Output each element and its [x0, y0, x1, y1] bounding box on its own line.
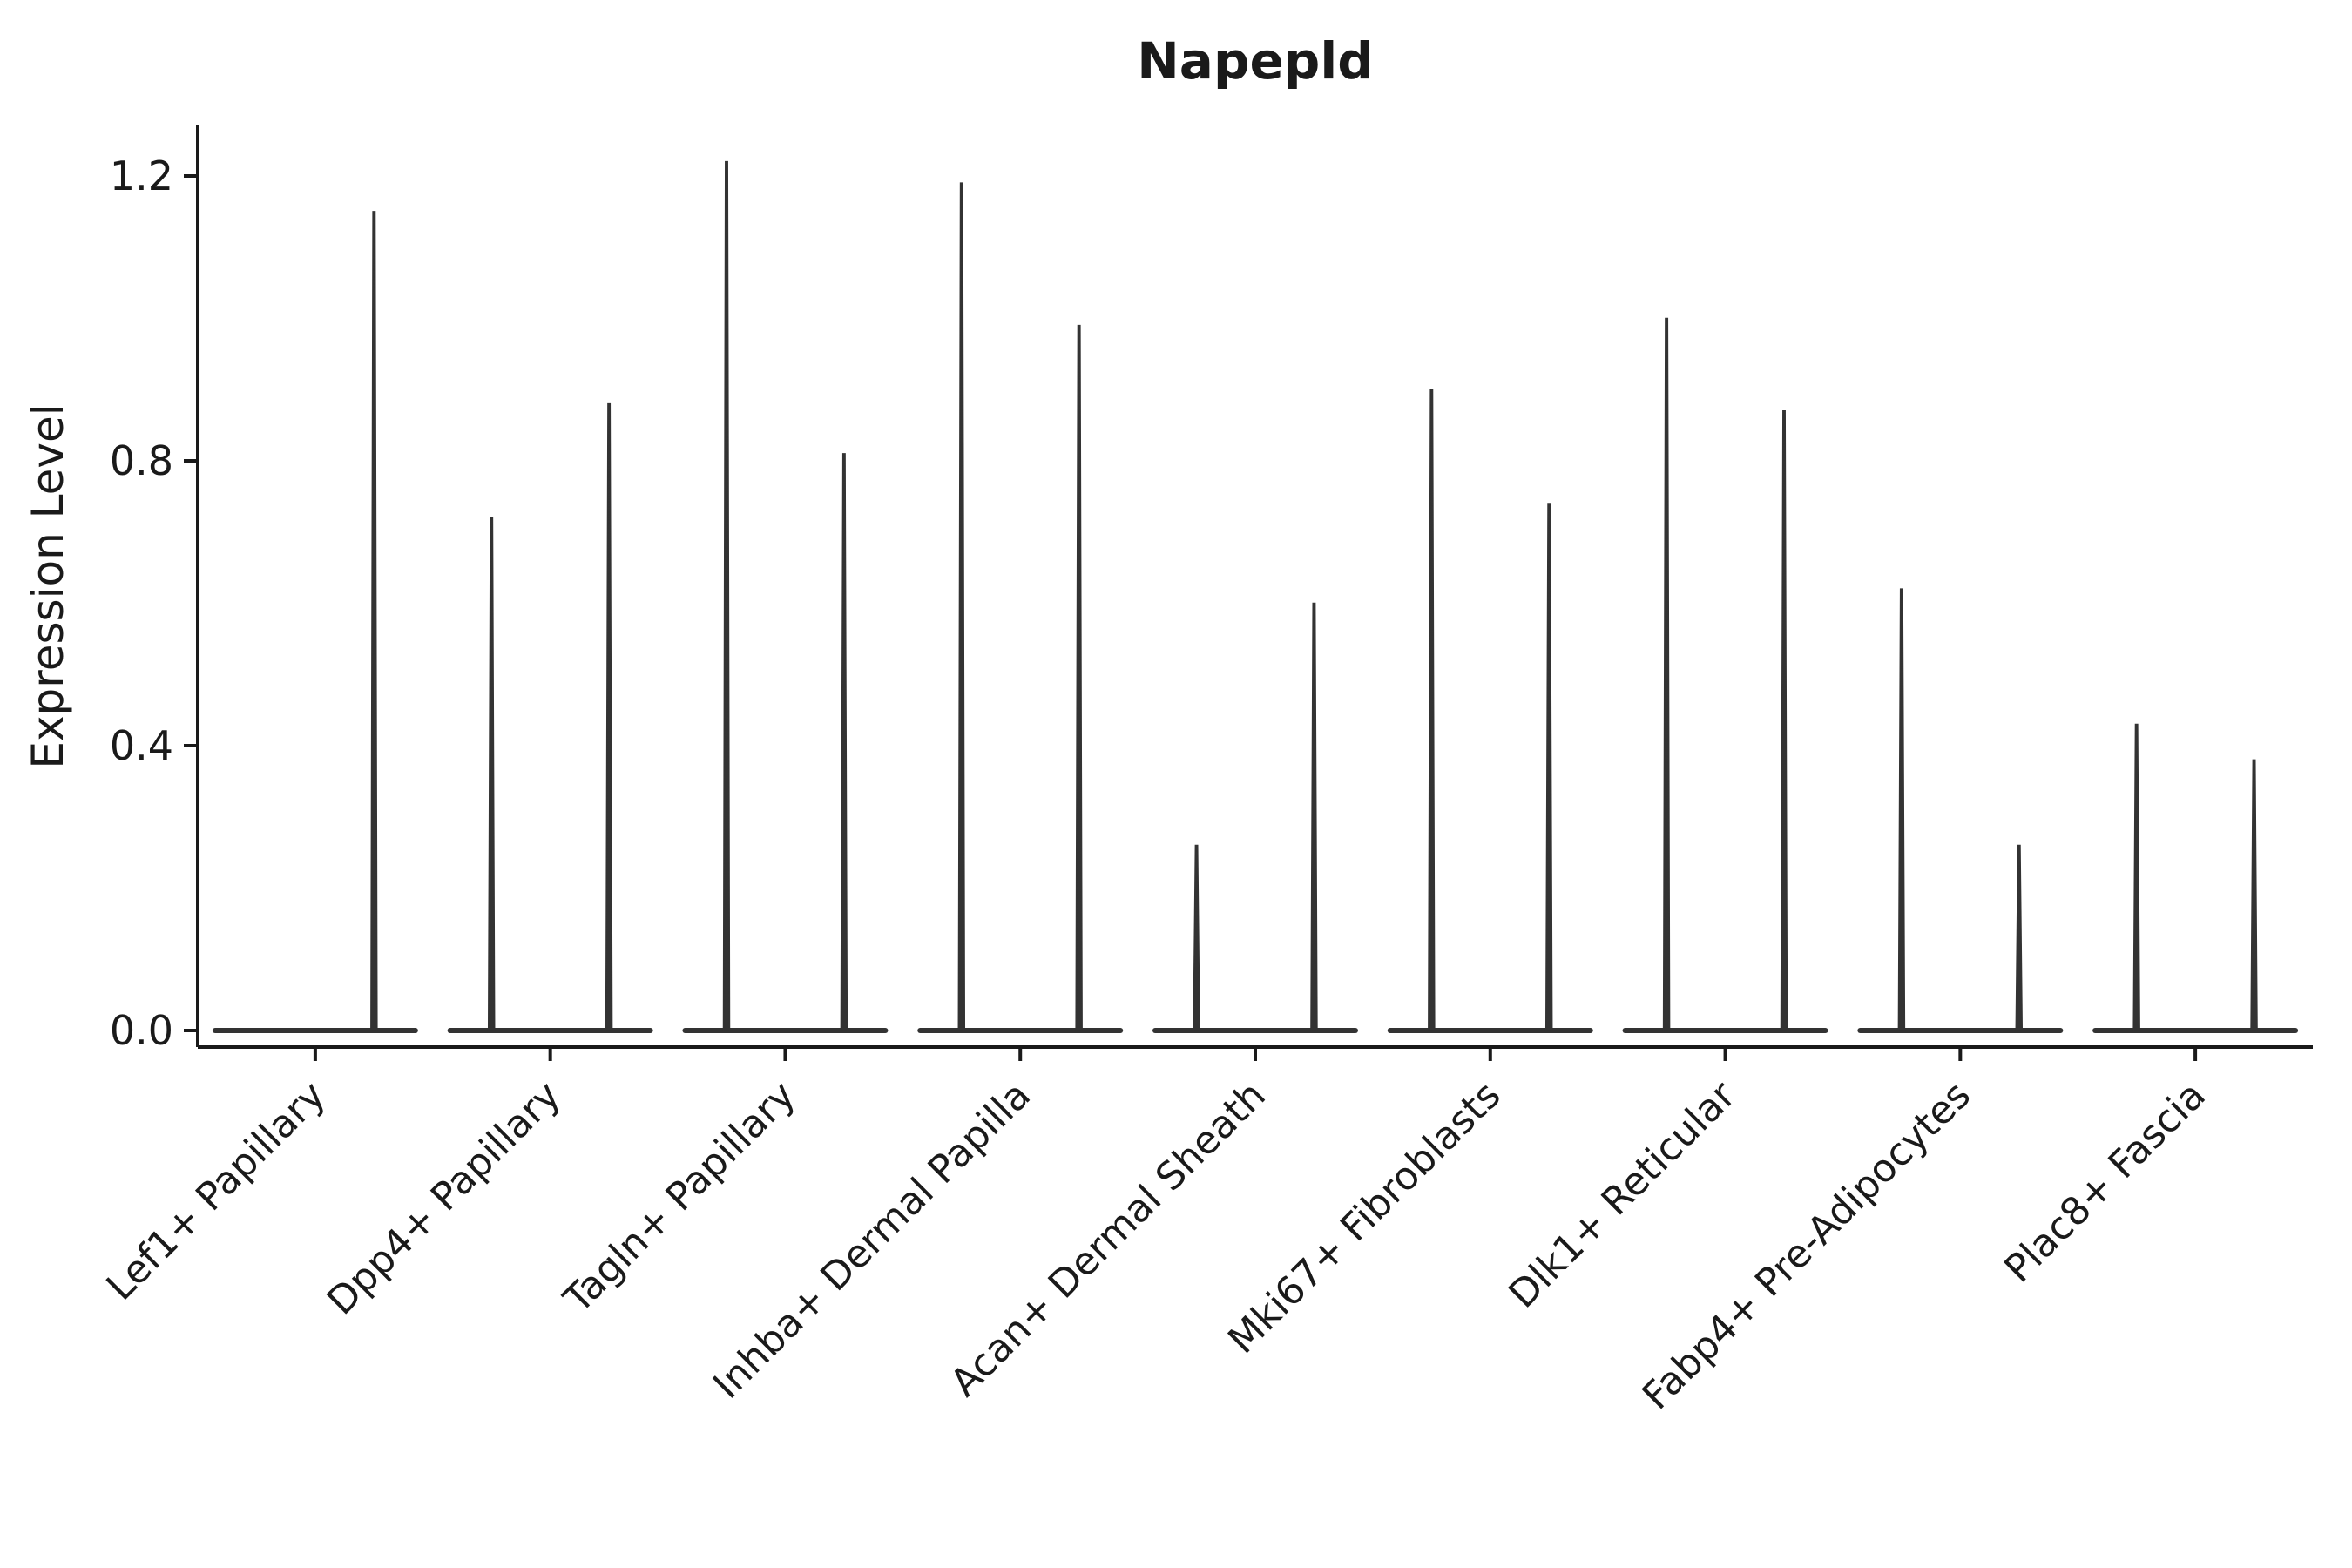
violin-spike: [1310, 602, 1318, 1031]
violin-spike: [2132, 723, 2140, 1031]
y-axis-label: Expression Level: [23, 403, 73, 768]
violin-spike: [1780, 410, 1788, 1031]
x-tick-label: Dpp4+ Papillary: [319, 1073, 570, 1324]
x-tick-label: Plac8+ Fascia: [1996, 1073, 2214, 1292]
violin-spike: [957, 182, 966, 1031]
x-tick-label: Lef1+ Papillary: [98, 1073, 335, 1309]
violin-base: [917, 1028, 1124, 1033]
violin-base: [1387, 1028, 1593, 1033]
violin-spike: [840, 453, 848, 1031]
violin-spike: [722, 160, 731, 1031]
violin-spike: [1544, 503, 1553, 1031]
violin-base: [212, 1028, 418, 1033]
x-tick-label: Tagln+ Papillary: [555, 1073, 804, 1322]
x-tick-label: Dlk1+ Reticular: [1500, 1072, 1745, 1317]
violin-spike: [1428, 389, 1436, 1031]
chart-title: Napepld: [1137, 31, 1373, 91]
violin-spike: [370, 211, 378, 1031]
y-tick-label: 0.8: [110, 437, 173, 484]
y-tick-label: 0.4: [110, 722, 173, 769]
violin-base: [1152, 1028, 1358, 1033]
violin-spike: [487, 517, 496, 1031]
violin-spike: [2250, 759, 2258, 1031]
x-tick-label: Mki67+ Fibroblasts: [1220, 1073, 1509, 1362]
violin-spike: [1662, 317, 1671, 1031]
violin-spike: [1897, 588, 1906, 1031]
violin-base: [1622, 1028, 1828, 1033]
violin-spike: [2015, 844, 2024, 1031]
y-tick-label: 0.0: [110, 1007, 173, 1054]
violin-base: [682, 1028, 889, 1033]
violin-spike: [1075, 324, 1083, 1031]
violin-base: [1857, 1028, 2064, 1033]
violin-spike: [605, 402, 613, 1031]
violin-base: [2092, 1028, 2299, 1033]
violin-base: [447, 1028, 653, 1033]
y-tick-label: 1.2: [110, 152, 173, 199]
violin-spike: [1193, 844, 1200, 1031]
